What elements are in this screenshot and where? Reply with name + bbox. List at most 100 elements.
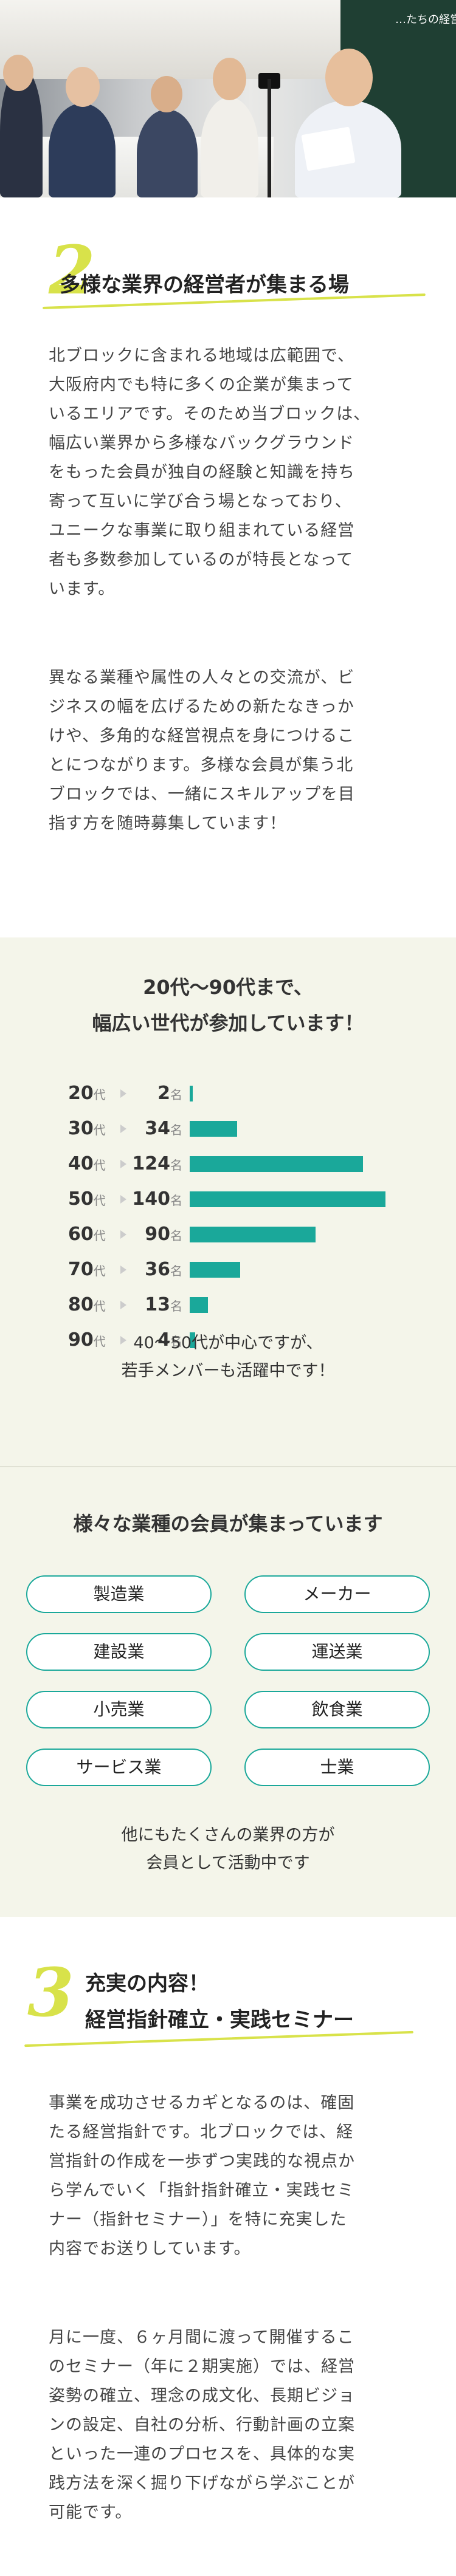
age-count: 4名 — [157, 1325, 182, 1357]
generations-title-line-1: 20代〜90代まで、 — [143, 976, 313, 999]
age-unit: 代 — [93, 1264, 106, 1278]
section3-number: 3 — [27, 1953, 74, 2032]
section3-paragraph-1: 事業を成功させるカギとなるのは、確固 たる経営指針です。北ブロックでは、経 営指… — [49, 2089, 413, 2264]
age-count: 36名 — [145, 1255, 182, 1286]
triangle-right-icon — [120, 1125, 126, 1133]
industries-note-line-1: 他にもたくさんの業界の方が — [121, 1826, 335, 1845]
text-line: たる経営指針です。北ブロックでは、経 — [49, 2123, 354, 2142]
age-number: 30 — [68, 1118, 94, 1139]
age-count: 90名 — [145, 1219, 182, 1251]
age-label: 90代 — [68, 1325, 106, 1357]
industry-item: メーカー — [244, 1575, 430, 1613]
text-line: ユニークな事業に取り組まれている経営 — [49, 521, 355, 540]
age-unit: 代 — [93, 1334, 106, 1349]
photo-head — [3, 55, 33, 91]
text-line: 月に一度、６ヶ月間に渡って開催するこ — [49, 2328, 354, 2347]
age-bar — [190, 1086, 193, 1101]
section3-title-line-1: 充実の内容！ — [85, 1971, 209, 1996]
industry-item: 製造業 — [26, 1575, 212, 1613]
age-bar — [190, 1227, 316, 1242]
photo-person — [49, 103, 116, 197]
text-line: いるエリアです。そのため当ブロックは、 — [49, 405, 371, 423]
text-line: ブロックでは、一緒にスキルアップを目 — [49, 785, 355, 804]
photo-head — [213, 58, 246, 100]
triangle-right-icon — [120, 1230, 126, 1239]
photo-head — [325, 49, 373, 106]
age-count-unit: 名 — [170, 1193, 182, 1208]
section2-paragraph-2: 異なる業種や属性の人々との交流が、ビ ジネスの幅を広げるための新たなきっか けや… — [49, 663, 413, 838]
generations-band: 20代〜90代まで、 幅広い世代が参加しています！ 20代 2名 30代 34名 40代… — [0, 937, 456, 1917]
age-count-unit: 名 — [170, 1088, 182, 1102]
industry-item: 建設業 — [26, 1633, 212, 1671]
photo-head — [66, 67, 100, 107]
age-bar — [190, 1191, 385, 1207]
text-line: といった一連のプロセスを、具体的な実 — [49, 2445, 355, 2464]
age-count-number: 2 — [157, 1083, 170, 1104]
age-count-unit: 名 — [170, 1299, 182, 1314]
text-line: をもった会員が独自の経験と知識を持ち — [49, 463, 355, 482]
text-line: います。 — [49, 580, 116, 598]
text-line: ら学んでいく「指針指針確立・実践セミ — [49, 2181, 354, 2200]
band-divider — [0, 1466, 456, 1467]
industries-note-line-2: 会員として活動中です — [146, 1854, 310, 1872]
age-count-unit: 名 — [170, 1228, 182, 1243]
age-bar — [190, 1156, 363, 1172]
text-line: 北ブロックに含まれる地域は広範囲で、 — [49, 346, 354, 365]
age-count-unit: 名 — [170, 1334, 182, 1349]
text-line: 内容でお送りしています。 — [49, 2239, 251, 2258]
text-line: 指す方を随時募集しています！ — [49, 814, 287, 833]
text-line: ンの設定、自社の分析、行動計画の立案 — [49, 2416, 355, 2434]
age-unit: 代 — [93, 1123, 106, 1137]
age-bar — [190, 1262, 240, 1278]
age-label: 40代 — [68, 1149, 106, 1180]
age-count-number: 36 — [145, 1259, 170, 1280]
age-count: 2名 — [157, 1078, 182, 1110]
age-count: 13名 — [145, 1290, 182, 1321]
text-line: 姿勢の確立、理念の成文化、長期ビジョ — [49, 2386, 355, 2405]
triangle-right-icon — [120, 1301, 126, 1309]
age-row-90: 90代 4名 — [0, 1325, 456, 1355]
photo-person — [201, 97, 258, 197]
age-row-50: 50代 140名 — [0, 1184, 456, 1214]
age-number: 60 — [68, 1224, 94, 1245]
text-line: ナー（指針セミナー）」を特に充実した — [49, 2210, 347, 2229]
age-count-number: 124 — [132, 1153, 170, 1174]
age-number: 70 — [68, 1259, 94, 1280]
text-line: ジネスの幅を広げるための新たなきっか — [49, 697, 354, 716]
industry-item: 士業 — [244, 1749, 430, 1786]
generations-note-line-2: 若手メンバーも活躍中です！ — [121, 1362, 335, 1380]
age-bar — [190, 1121, 237, 1137]
age-number: 80 — [68, 1294, 94, 1315]
text-line: 営指針の作成を一歩ずつ実践的な視点か — [49, 2152, 355, 2171]
text-line: 者も多数参加しているのが特長となって — [49, 550, 354, 569]
age-row-20: 20代 2名 — [0, 1078, 456, 1109]
photo-head — [151, 76, 182, 112]
age-row-70: 70代 36名 — [0, 1255, 456, 1285]
industries-title: 様々な業種の会員が集まっています — [73, 1512, 383, 1535]
age-unit: 代 — [93, 1088, 106, 1102]
age-count-number: 140 — [132, 1188, 170, 1210]
photo-person — [137, 109, 198, 197]
text-line: 異なる業種や属性の人々との交流が、ビ — [49, 668, 355, 687]
industry-item: 小売業 — [26, 1691, 212, 1728]
header-photo: …たちの経営者に — [0, 0, 456, 197]
triangle-right-icon — [120, 1336, 126, 1345]
generations-title-line-2: 幅広い世代が参加しています！ — [92, 1012, 364, 1035]
age-label: 80代 — [68, 1290, 106, 1321]
age-row-40: 40代 124名 — [0, 1149, 456, 1179]
age-row-30: 30代 34名 — [0, 1114, 456, 1144]
age-count-number: 34 — [145, 1118, 170, 1139]
age-number: 40 — [68, 1153, 94, 1174]
text-line: 践方法を深く掘り下げながら学ぶことが — [49, 2474, 355, 2493]
section3-paragraph-2: 月に一度、６ヶ月間に渡って開催するこ のセミナー（年に２期実施）では、経営 姿勢… — [49, 2323, 413, 2527]
section2-number: 2 — [49, 231, 95, 309]
industry-item: 運送業 — [244, 1633, 430, 1671]
age-row-80: 80代 13名 — [0, 1290, 456, 1320]
age-count-number: 4 — [157, 1329, 170, 1351]
age-label: 70代 — [68, 1255, 106, 1286]
section2-title: 多様な業界の経営者が集まる場 — [60, 273, 349, 297]
age-unit: 代 — [93, 1193, 106, 1208]
photo-board-text: …たちの経営者に — [395, 13, 456, 24]
triangle-right-icon — [120, 1160, 126, 1168]
industry-item: サービス業 — [26, 1749, 212, 1786]
